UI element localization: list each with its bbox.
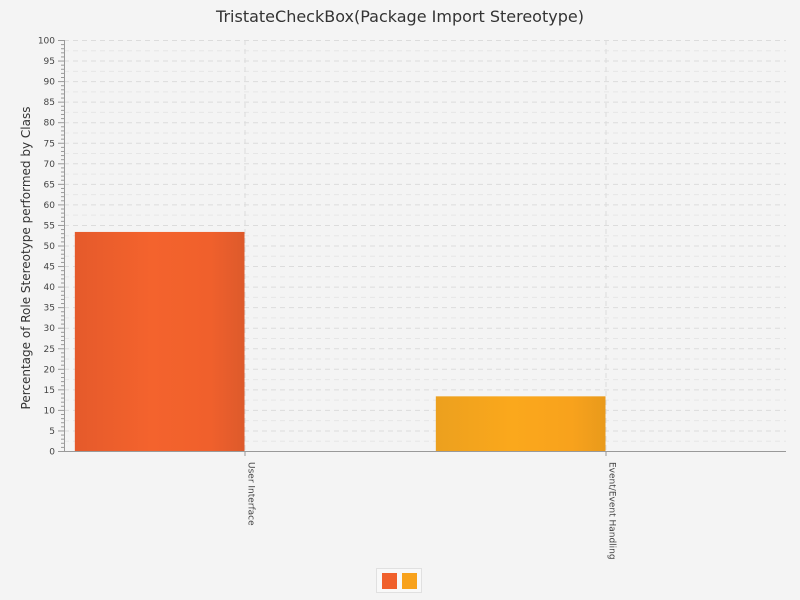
y-tick-label: 15: [44, 386, 55, 396]
y-tick-label: 55: [44, 221, 55, 231]
y-tick-label: 10: [44, 406, 56, 416]
y-tick-label: 45: [44, 263, 55, 273]
y-tick-label: 40: [44, 283, 56, 293]
y-tick-label: 80: [44, 119, 56, 129]
y-tick-label: 75: [44, 139, 55, 149]
y-tick-label: 50: [44, 242, 56, 252]
y-tick-label: 30: [44, 324, 56, 334]
y-tick-label: 20: [44, 365, 56, 375]
x-tick-label: Event/Event Handling: [607, 462, 617, 560]
legend-swatch-user-interface: [382, 573, 397, 589]
y-tick-label: 5: [49, 427, 55, 437]
y-tick-label: 100: [38, 37, 55, 47]
y-tick-label: 35: [44, 304, 55, 314]
legend-swatch-event-handling: [402, 573, 417, 589]
legend: [376, 568, 422, 593]
bar-0: [74, 231, 245, 451]
y-tick-label: 25: [44, 345, 55, 355]
y-tick-label: 60: [44, 201, 56, 211]
y-tick-label: 95: [44, 57, 55, 67]
y-tick-label: 90: [44, 78, 56, 88]
chart-title: TristateCheckBox(Package Import Stereoty…: [216, 7, 584, 26]
y-tick-label: 65: [44, 180, 55, 190]
bar-1: [435, 396, 606, 451]
x-tick-label: User Interface: [246, 462, 256, 526]
y-tick-label: 85: [44, 98, 55, 108]
y-tick-label: 0: [49, 448, 55, 458]
y-tick-label: 70: [44, 160, 56, 170]
